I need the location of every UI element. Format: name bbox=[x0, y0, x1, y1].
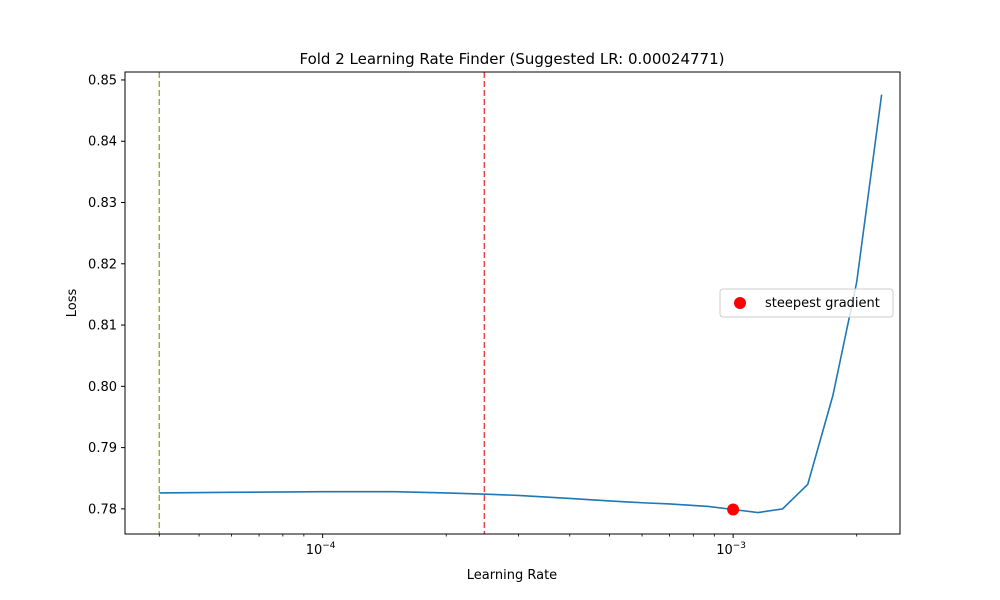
y-tick-label: 0.81 bbox=[88, 319, 117, 334]
chart-title: Fold 2 Learning Rate Finder (Suggested L… bbox=[299, 50, 724, 68]
x-axis: 10−4 10−3 bbox=[306, 534, 746, 558]
y-axis: 0.78 0.79 0.80 0.81 0.82 0.83 0.84 0.85 bbox=[88, 73, 125, 517]
loss-line bbox=[159, 94, 883, 514]
marker-group bbox=[727, 503, 740, 516]
y-tick-label: 0.83 bbox=[88, 196, 117, 211]
vertical-lines bbox=[158, 72, 486, 534]
x-minor-ticks bbox=[158, 534, 858, 537]
series-group bbox=[159, 94, 883, 514]
x-tick-label: 10−4 bbox=[306, 541, 336, 558]
y-tick-label: 0.82 bbox=[88, 257, 117, 272]
y-tick-label: 0.78 bbox=[88, 502, 117, 517]
y-axis-label: Loss bbox=[65, 289, 80, 318]
legend-box bbox=[719, 288, 894, 318]
x-tick-label: 10−3 bbox=[716, 541, 746, 558]
y-tick-label: 0.79 bbox=[88, 441, 117, 456]
legend-label: steepest gradient bbox=[765, 296, 880, 311]
y-tick-label: 0.84 bbox=[88, 135, 117, 150]
plot-frame bbox=[124, 71, 901, 535]
y-tick-label: 0.85 bbox=[88, 73, 117, 88]
steepest-gradient-point bbox=[727, 503, 740, 516]
x-axis-label: Learning Rate bbox=[467, 568, 557, 583]
legend: steepest gradient bbox=[719, 288, 894, 318]
y-tick-label: 0.80 bbox=[88, 380, 117, 395]
legend-marker bbox=[734, 297, 746, 309]
